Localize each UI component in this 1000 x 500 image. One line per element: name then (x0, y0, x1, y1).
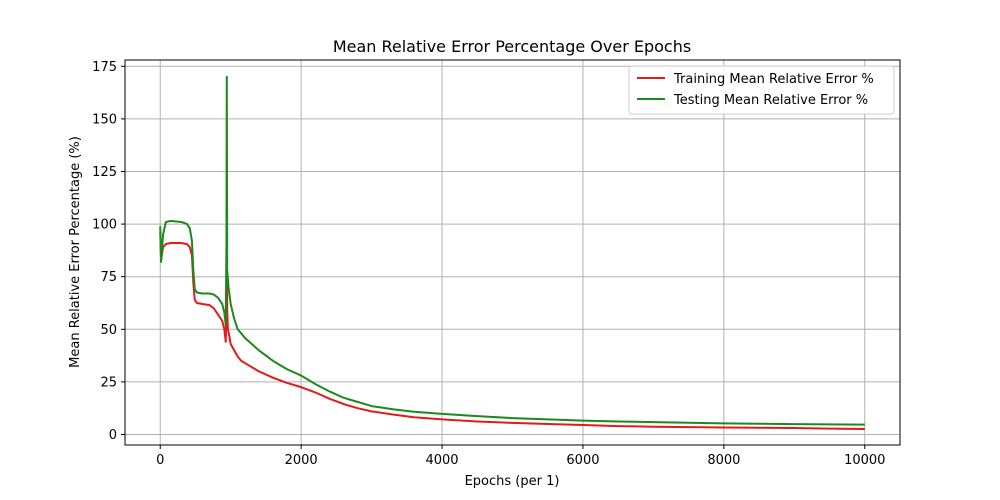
y-tick-label: 125 (92, 165, 117, 180)
x-tick-label: 0 (156, 453, 164, 468)
y-tick-label: 25 (100, 375, 117, 390)
x-tick-label: 4000 (425, 453, 458, 468)
series-line-testing (159, 75, 865, 426)
x-axis-label: Epochs (per 1) (465, 474, 560, 489)
y-axis-label: Mean Relative Error Percentage (%) (68, 136, 83, 368)
x-tick-label: 10000 (844, 453, 885, 468)
chart-title: Mean Relative Error Percentage Over Epoc… (333, 37, 691, 56)
y-tick-label: 175 (92, 60, 117, 75)
legend-box (628, 65, 895, 115)
y-tick-label: 50 (100, 323, 117, 338)
series-layer (159, 75, 865, 431)
x-tick-label: 8000 (707, 453, 740, 468)
plot-frame (124, 59, 901, 446)
y-tick-label: 100 (92, 218, 117, 233)
y-tick-label: 75 (100, 270, 117, 285)
x-tick-label: 2000 (285, 453, 318, 468)
x-tick-label: 6000 (566, 453, 599, 468)
axis-ticks: 0 2000 4000 6000 8000 10000 0 25 50 75 100 125 150 17… (92, 60, 885, 468)
legend-label-testing: Testing Mean Relative Error % (673, 93, 868, 108)
legend: Training Mean Relative Error % Testing M… (628, 65, 895, 115)
y-tick-label: 0 (109, 428, 117, 443)
y-tick-label: 150 (92, 112, 117, 127)
legend-label-training: Training Mean Relative Error % (673, 72, 874, 87)
grid-lines (125, 60, 900, 445)
